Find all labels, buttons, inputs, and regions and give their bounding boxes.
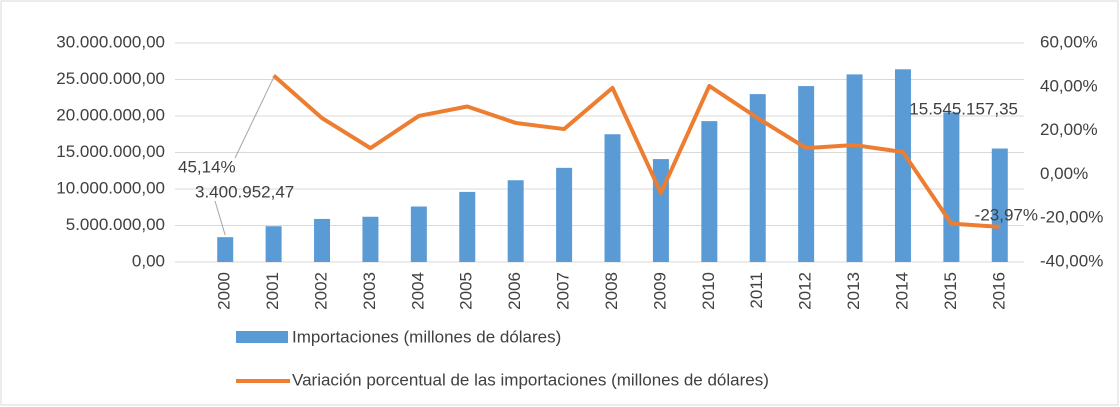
data-label: 45,14% — [178, 157, 236, 176]
x-tick-label: 2010 — [699, 272, 718, 310]
bar — [604, 134, 621, 262]
bar — [459, 191, 476, 262]
x-tick-label: 2005 — [457, 272, 476, 310]
x-tick-label: 2011 — [747, 272, 766, 309]
leader-line — [234, 77, 275, 159]
bar — [314, 218, 331, 262]
x-tick-label: 2014 — [892, 272, 911, 310]
bar — [265, 226, 282, 262]
bar — [846, 74, 863, 262]
bar — [362, 216, 379, 262]
x-tick-label: 2001 — [263, 272, 282, 310]
y2-tick-label: 20,00% — [1040, 120, 1098, 139]
legend-label: Importaciones (millones de dólares) — [292, 327, 561, 346]
y2-tick-label: -40,00% — [1040, 251, 1103, 270]
x-tick-label: 2009 — [650, 272, 669, 310]
x-tick-label: 2007 — [554, 272, 573, 310]
bar — [556, 167, 573, 262]
y2-tick-label: 60,00% — [1040, 32, 1098, 51]
y-tick-label: 5.000.000,00 — [66, 215, 165, 234]
x-tick-label: 2015 — [941, 272, 960, 310]
leader-line — [214, 200, 226, 236]
y-tick-label: 15.000.000,00 — [56, 142, 165, 161]
x-tick-label: 2000 — [215, 272, 234, 310]
bar — [217, 237, 234, 262]
bar — [991, 148, 1008, 262]
data-label: 3.400.952,47 — [195, 182, 294, 201]
bar — [943, 112, 960, 262]
bar — [749, 94, 766, 262]
bar — [701, 121, 718, 262]
y2-tick-label: 40,00% — [1040, 76, 1098, 95]
y-tick-label: 10.000.000,00 — [56, 178, 165, 197]
y2-tick-label: -20,00% — [1040, 208, 1103, 227]
x-tick-label: 2002 — [312, 272, 331, 310]
y2-tick-label: 0,00% — [1040, 164, 1088, 183]
y-tick-label: 0,00 — [132, 251, 165, 270]
x-tick-label: 2016 — [989, 272, 1008, 310]
x-tick-label: 2013 — [844, 272, 863, 310]
x-tick-label: 2003 — [360, 272, 379, 310]
bar — [507, 180, 524, 262]
bar — [798, 86, 815, 262]
legend-label: Variación porcentual de las importacione… — [292, 370, 769, 389]
x-tick-label: 2004 — [408, 272, 427, 310]
bar — [410, 206, 427, 262]
y-tick-label: 20.000.000,00 — [56, 105, 165, 124]
x-tick-label: 2012 — [796, 272, 815, 310]
data-label: -23,97% — [975, 205, 1038, 224]
bar — [894, 69, 911, 262]
data-label: 15.545.157,35 — [909, 99, 1018, 118]
legend-swatch — [236, 331, 288, 343]
line — [272, 74, 1000, 229]
x-tick-label: 2006 — [505, 272, 524, 310]
bar — [652, 159, 669, 262]
y-tick-label: 30.000.000,00 — [56, 32, 165, 51]
y-tick-label: 25.000.000,00 — [56, 69, 165, 88]
x-tick-label: 2008 — [602, 272, 621, 310]
